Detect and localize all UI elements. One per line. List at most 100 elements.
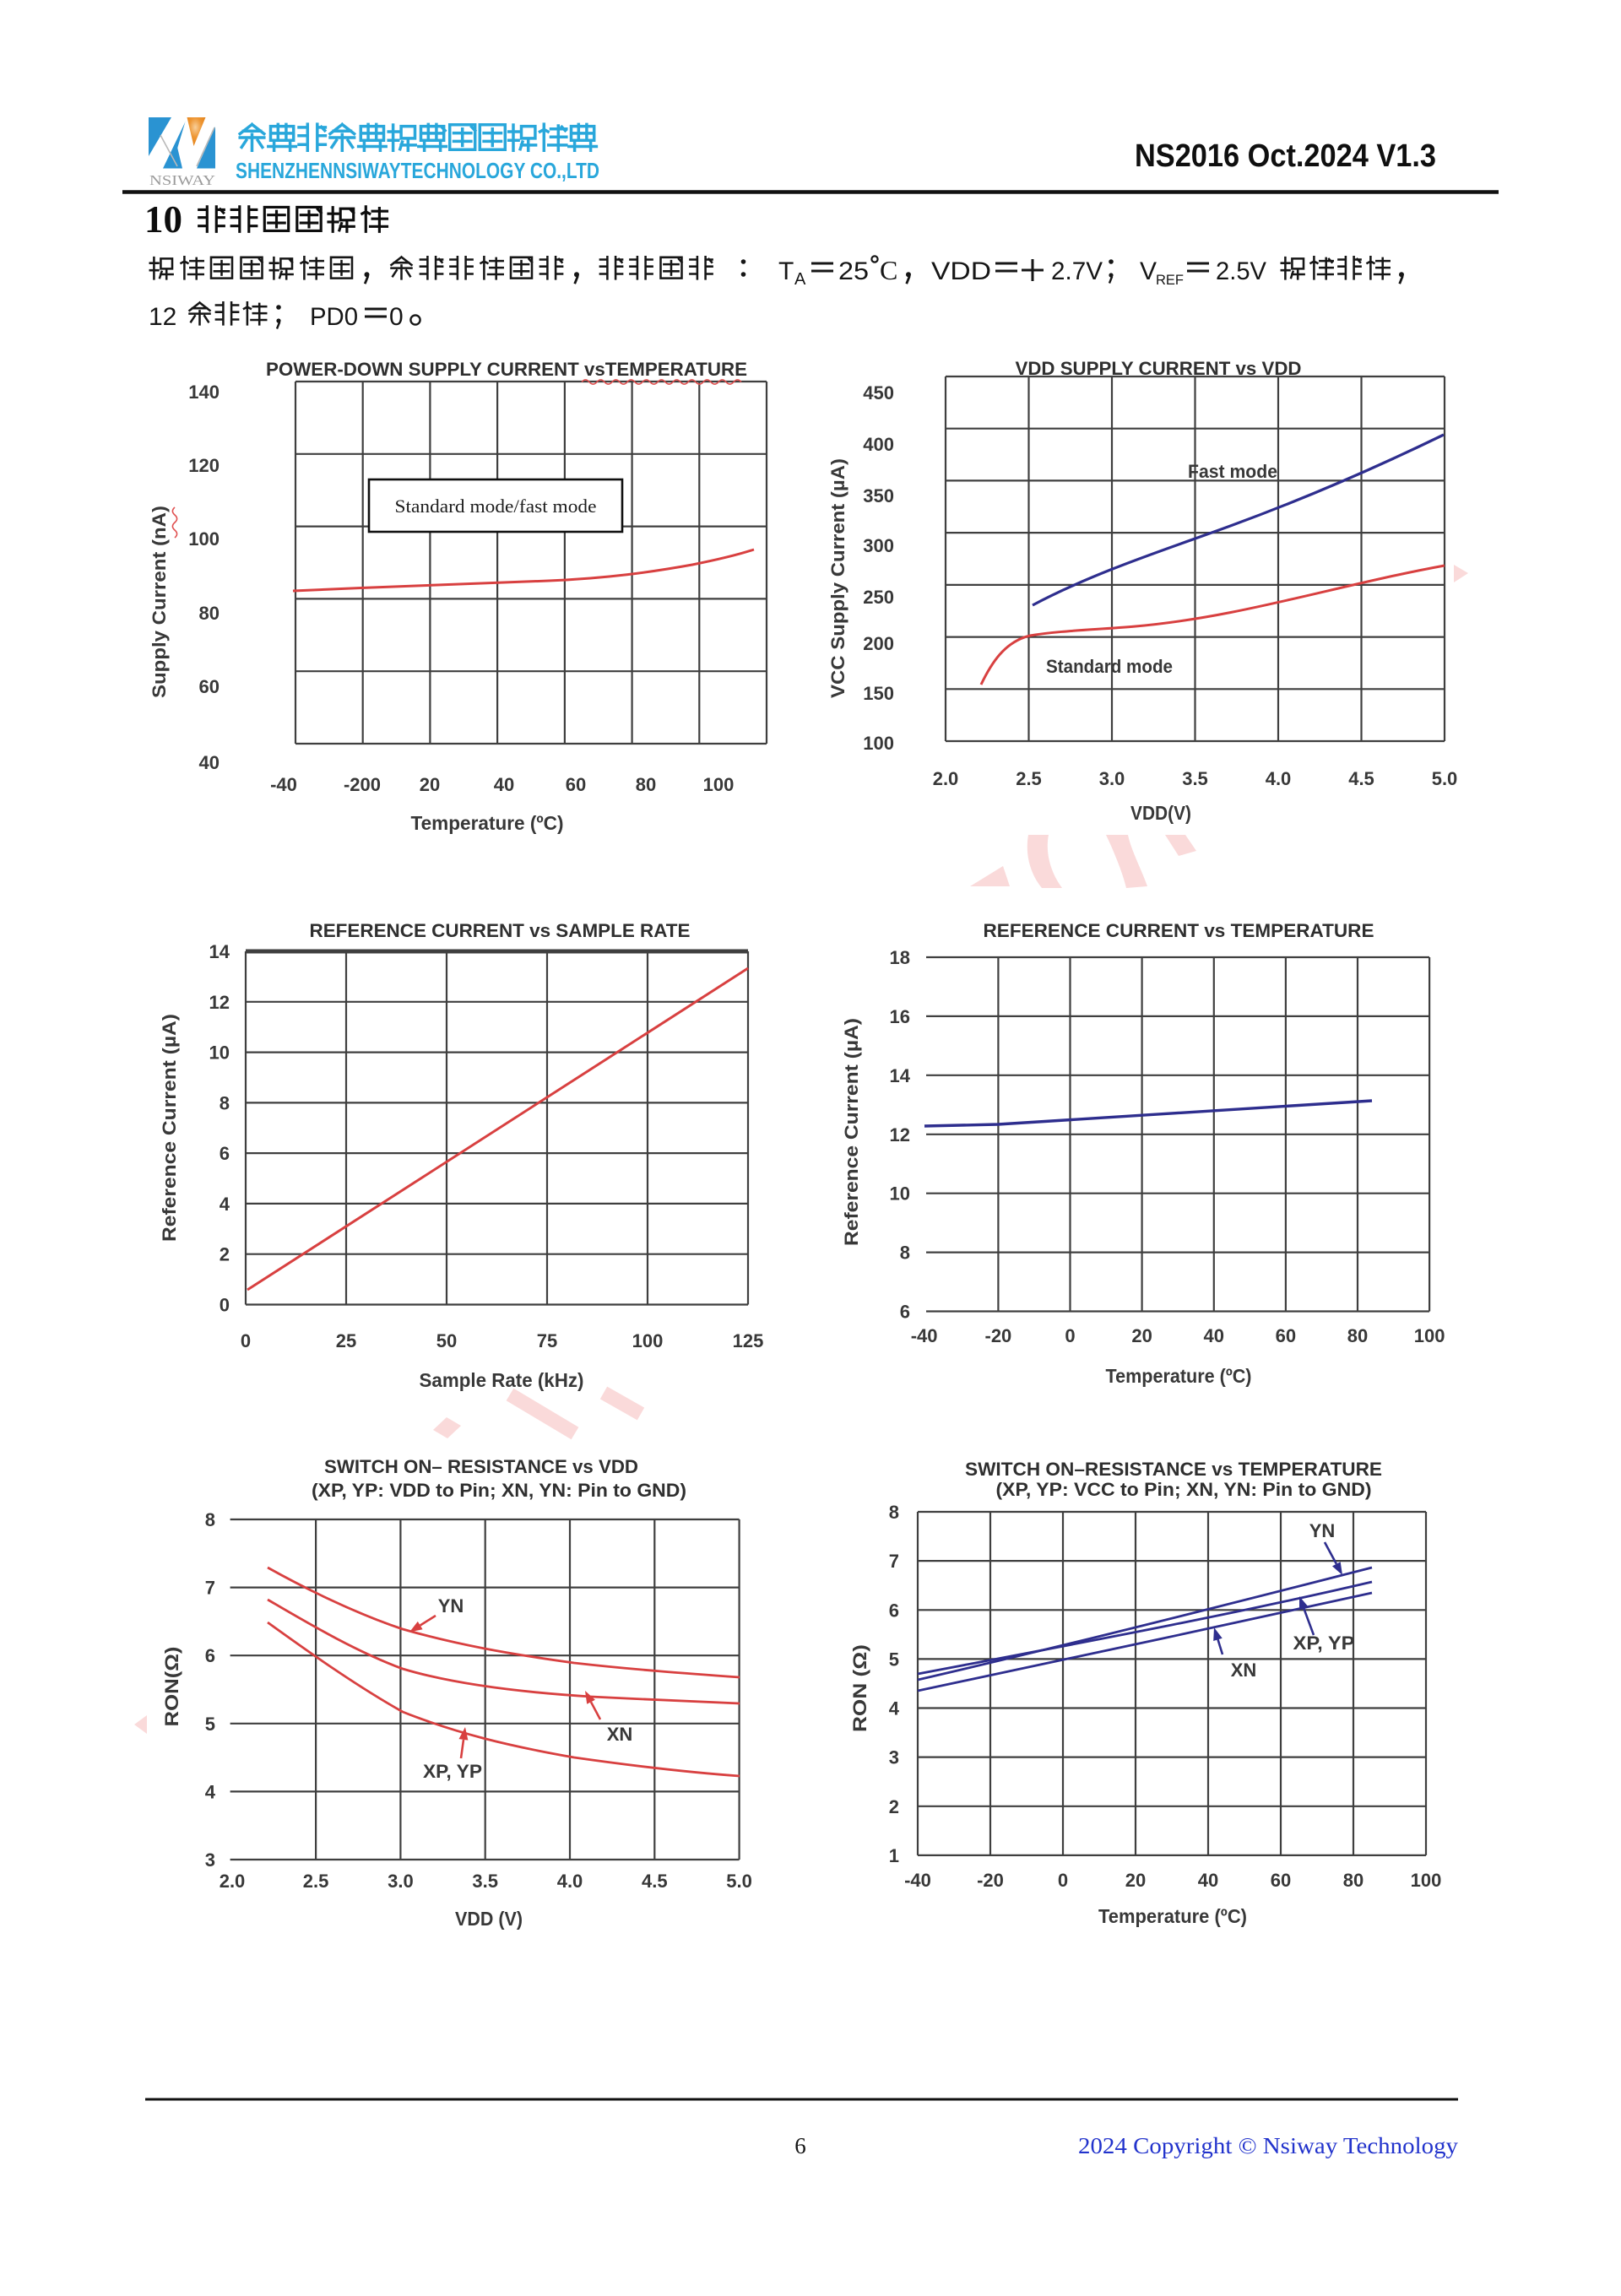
svg-text:Standard mode/fast mode: Standard mode/fast mode [395, 495, 597, 517]
svg-text:125: 125 [733, 1330, 764, 1351]
svg-text:3: 3 [205, 1849, 215, 1871]
svg-text:25: 25 [838, 257, 869, 285]
svg-text:T: T [778, 257, 794, 285]
svg-text:NSIWAY: NSIWAY [149, 172, 215, 188]
svg-text:40: 40 [494, 774, 514, 795]
svg-text:10: 10 [890, 1183, 910, 1205]
svg-text:3.0: 3.0 [1099, 768, 1125, 789]
svg-text:2.5: 2.5 [1016, 768, 1042, 789]
svg-text:POWER-DOWN SUPPLY CURRENT vsTE: POWER-DOWN SUPPLY CURRENT vsTEMPERATURE [266, 359, 747, 380]
svg-text:REFERENCE CURRENT vs TEMPERATU: REFERENCE CURRENT vs TEMPERATURE [984, 920, 1374, 941]
svg-text:SWITCH ON– RESISTANCE vs VDD: SWITCH ON– RESISTANCE vs VDD [324, 1456, 638, 1477]
svg-text:-40: -40 [911, 1325, 938, 1346]
svg-text:5.0: 5.0 [726, 1871, 752, 1892]
svg-text:40: 40 [199, 752, 220, 773]
svg-text:140: 140 [188, 382, 220, 403]
svg-text:100: 100 [188, 528, 220, 550]
svg-text:14: 14 [209, 941, 230, 962]
svg-text:250: 250 [863, 587, 894, 608]
svg-text:6: 6 [889, 1600, 899, 1621]
svg-text:4: 4 [889, 1698, 900, 1719]
svg-text:18: 18 [890, 947, 910, 968]
svg-text:12: 12 [890, 1124, 910, 1145]
svg-text:4: 4 [205, 1781, 216, 1802]
svg-text:150: 150 [863, 683, 894, 704]
svg-text:80: 80 [636, 774, 656, 795]
svg-text:RON (Ω): RON (Ω) [849, 1644, 870, 1732]
svg-text:20: 20 [1125, 1870, 1146, 1891]
svg-text:2.0: 2.0 [220, 1871, 246, 1892]
svg-text:6: 6 [205, 1645, 215, 1666]
svg-text:120: 120 [188, 455, 220, 476]
svg-text:100: 100 [1411, 1870, 1442, 1891]
svg-text:XP, YP: XP, YP [423, 1761, 482, 1782]
svg-text:40: 40 [1198, 1870, 1218, 1891]
svg-text:80: 80 [1347, 1325, 1368, 1346]
svg-text:V: V [1140, 257, 1157, 285]
svg-text:VCC Supply Current (µA): VCC Supply Current (µA) [827, 458, 848, 698]
svg-text:4.0: 4.0 [1266, 768, 1292, 789]
svg-text:7: 7 [205, 1578, 215, 1599]
svg-text:PD0: PD0 [310, 303, 358, 331]
svg-text:Temperature (ºC): Temperature (ºC) [1106, 1365, 1252, 1387]
svg-text:8: 8 [900, 1243, 910, 1264]
svg-text:VDD: VDD [931, 257, 991, 285]
svg-text:5.0: 5.0 [1432, 768, 1458, 789]
svg-text:7: 7 [889, 1551, 899, 1572]
svg-text:8: 8 [220, 1092, 230, 1113]
svg-text:XN: XN [607, 1724, 633, 1745]
svg-text:50: 50 [436, 1330, 457, 1351]
svg-text:2.5: 2.5 [303, 1871, 329, 1892]
svg-text:8: 8 [889, 1502, 899, 1523]
svg-text:10: 10 [144, 198, 182, 241]
svg-text:4.5: 4.5 [1348, 768, 1374, 789]
svg-text:300: 300 [863, 535, 894, 556]
svg-text:-40: -40 [904, 1870, 931, 1891]
svg-text:14: 14 [890, 1065, 911, 1086]
svg-text:400: 400 [863, 434, 894, 455]
svg-text:VDD (V): VDD (V) [455, 1908, 523, 1930]
svg-text:6: 6 [794, 2133, 806, 2158]
svg-text:2: 2 [220, 1244, 230, 1265]
svg-text:6: 6 [900, 1302, 910, 1323]
svg-text:25: 25 [336, 1330, 356, 1351]
svg-text:350: 350 [863, 485, 894, 506]
svg-text:YN: YN [1309, 1520, 1336, 1541]
svg-text:(XP, YP: VDD to Pin; XN, YN: P: (XP, YP: VDD to Pin; XN, YN: Pin to GND) [312, 1480, 686, 1501]
svg-text:3: 3 [889, 1747, 899, 1768]
svg-text:10: 10 [209, 1042, 230, 1064]
svg-text:60: 60 [1271, 1870, 1291, 1891]
svg-text:XP, YP: XP, YP [1293, 1633, 1355, 1654]
svg-text:-20: -20 [977, 1870, 1004, 1891]
svg-text:-20: -20 [985, 1325, 1012, 1346]
svg-text:C: C [880, 255, 897, 285]
svg-text:20: 20 [1131, 1325, 1152, 1346]
svg-text:0: 0 [241, 1330, 251, 1351]
svg-text:REF: REF [1156, 272, 1184, 288]
svg-text:3.5: 3.5 [1182, 768, 1208, 789]
svg-text:REFERENCE CURRENT vs SAMPLE RA: REFERENCE CURRENT vs SAMPLE RATE [310, 920, 691, 941]
svg-text:-200: -200 [344, 774, 381, 795]
svg-text:2024 Copyright © Nsiway Techno: 2024 Copyright © Nsiway Technology [1078, 2133, 1459, 2158]
svg-text:Supply Current (nA): Supply Current (nA) [149, 506, 170, 698]
svg-text:NS2016 Oct.2024 V1.3: NS2016 Oct.2024 V1.3 [1135, 138, 1436, 174]
svg-text:80: 80 [1343, 1870, 1363, 1891]
svg-text:-40: -40 [270, 774, 297, 795]
svg-text:100: 100 [703, 774, 735, 795]
svg-text:40: 40 [1204, 1325, 1224, 1346]
svg-text:100: 100 [632, 1330, 664, 1351]
svg-text:Fast mode: Fast mode [1188, 461, 1277, 482]
svg-text:3.5: 3.5 [472, 1871, 498, 1892]
svg-text:200: 200 [863, 633, 894, 654]
svg-text:2.5V: 2.5V [1216, 257, 1266, 285]
svg-text:4.0: 4.0 [557, 1871, 583, 1892]
svg-text:12: 12 [149, 303, 176, 331]
svg-text:450: 450 [863, 382, 894, 403]
svg-text:5: 5 [889, 1649, 899, 1670]
svg-text:4.5: 4.5 [642, 1871, 668, 1892]
svg-text:60: 60 [566, 774, 586, 795]
svg-text:SHENZHENNSIWAYTECHNOLOGY CO.,L: SHENZHENNSIWAYTECHNOLOGY CO.,LTD [236, 158, 599, 183]
svg-text:0: 0 [1065, 1325, 1075, 1346]
svg-text:0: 0 [1058, 1870, 1068, 1891]
svg-text:Reference Current (µA): Reference Current (µA) [159, 1014, 180, 1242]
